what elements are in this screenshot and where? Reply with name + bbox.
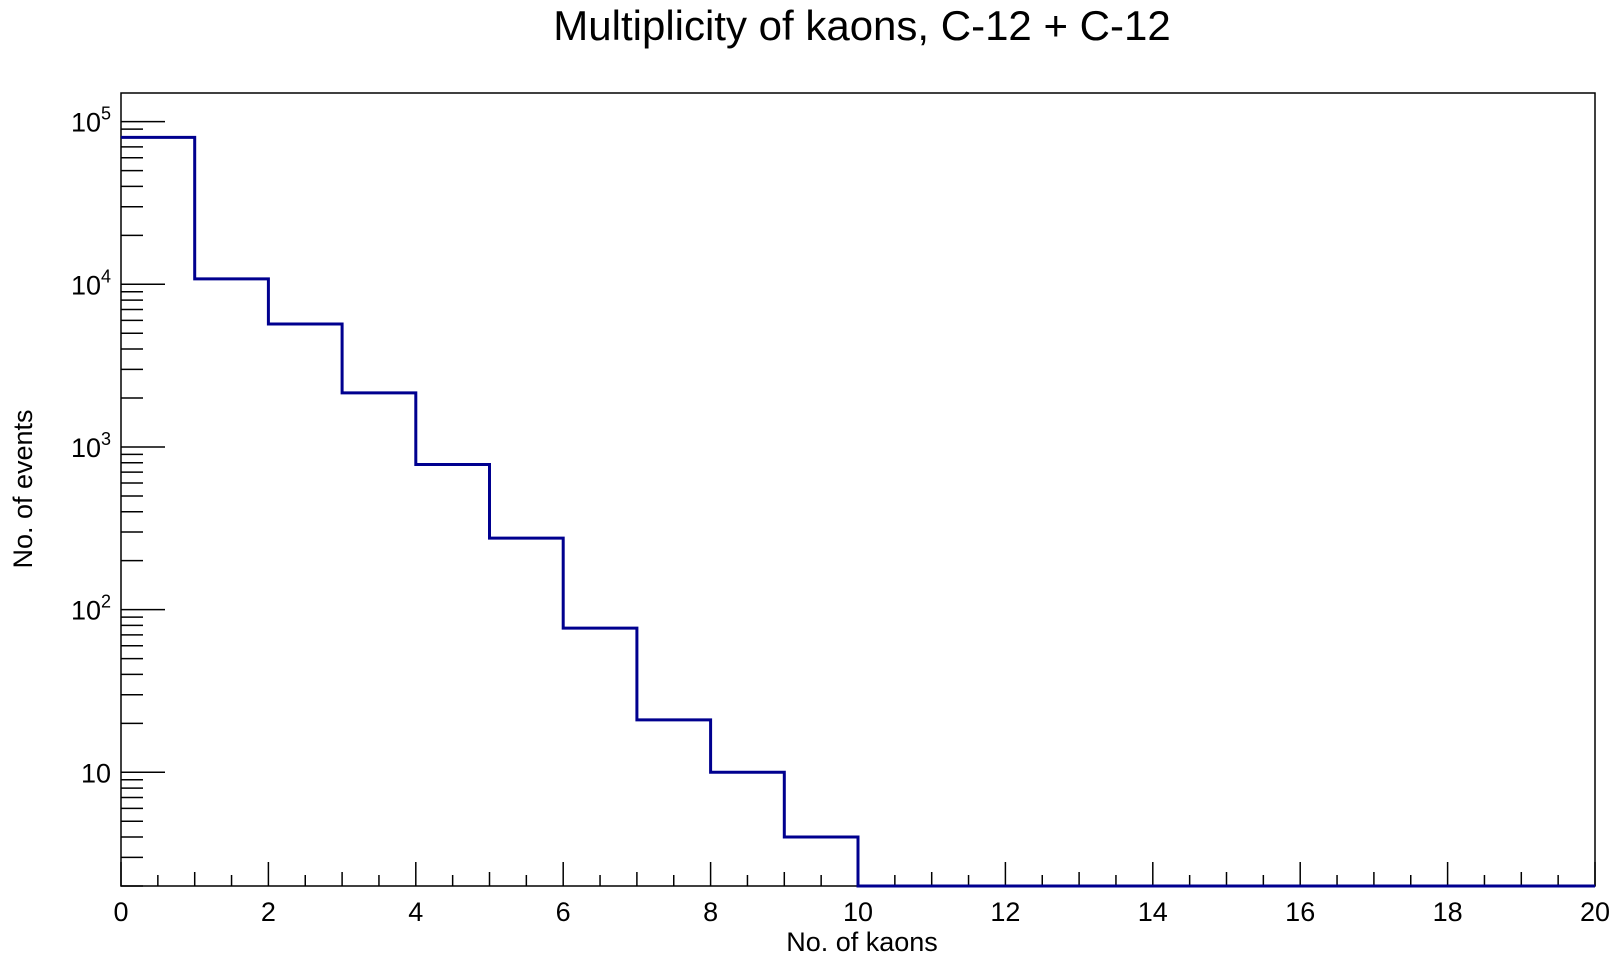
- histogram-bin: [637, 720, 711, 886]
- x-tick-label: 16: [1285, 897, 1315, 927]
- histogram-bin: [416, 465, 490, 886]
- x-tick-label: 20: [1580, 897, 1610, 927]
- x-tick-label: 0: [113, 897, 128, 927]
- histogram-bin: [563, 628, 637, 886]
- x-tick-label: 12: [990, 897, 1020, 927]
- histogram-bin: [195, 279, 269, 886]
- x-axis-title: No. of kaons: [786, 927, 938, 957]
- histogram-bin: [711, 772, 785, 886]
- x-tick-label: 6: [556, 897, 571, 927]
- y-axis-tick-labels: 10 102 103 104 105: [71, 104, 111, 789]
- y-tick-label: 10: [81, 758, 111, 788]
- chart-title: Multiplicity of kaons, C-12 + C-12: [553, 2, 1170, 49]
- y-tick-label: 103: [71, 429, 111, 463]
- histogram-step-line: [121, 135, 1595, 888]
- histogram-bin: [490, 538, 564, 886]
- histogram-bin: [342, 393, 416, 886]
- plot-frame: [120, 92, 1596, 887]
- x-tick-label: 18: [1433, 897, 1463, 927]
- y-tick-label: 104: [71, 266, 111, 300]
- x-tick-label: 4: [408, 897, 423, 927]
- x-tick-label: 14: [1138, 897, 1168, 927]
- histogram-bin: [268, 324, 342, 886]
- y-tick-label: 105: [71, 104, 111, 138]
- y-axis-title: No. of events: [8, 409, 38, 568]
- x-axis-ticks: [120, 862, 1596, 886]
- x-axis-tick-labels: 0 2 4 6 8 10 12 14 16 18 20: [113, 897, 1610, 927]
- x-tick-label: 8: [703, 897, 718, 927]
- y-tick-label: 102: [71, 592, 111, 626]
- x-tick-label: 10: [843, 897, 873, 927]
- y-axis-ticks: [121, 120, 165, 887]
- histogram-series: [121, 135, 1595, 888]
- x-tick-label: 2: [261, 897, 276, 927]
